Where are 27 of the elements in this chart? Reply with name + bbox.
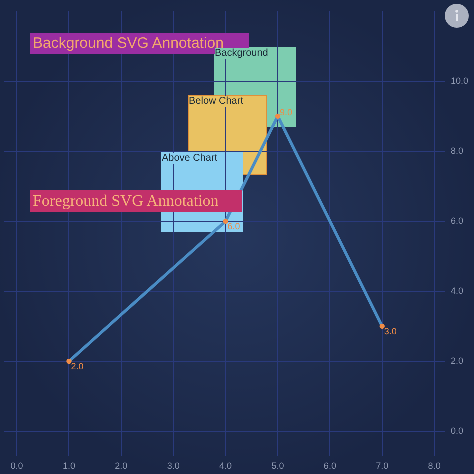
x-tick-label: 2.0 xyxy=(115,460,128,471)
data-label: 2.0 xyxy=(71,361,84,372)
y-tick-label: 8.0 xyxy=(451,146,464,156)
banner: Foreground SVG Annotation xyxy=(30,190,242,212)
x-tick-label: 3.0 xyxy=(167,460,180,471)
x-tick-label: 1.0 xyxy=(62,460,76,471)
x-tick-label: 6.0 xyxy=(324,460,336,471)
point xyxy=(380,324,385,330)
point xyxy=(223,218,228,224)
y-tick-label: 0.0 xyxy=(451,426,464,436)
x-tick-label: 8.0 xyxy=(428,460,441,471)
y-tick-label: 6.0 xyxy=(451,216,464,226)
x-tick-label: 4.0 xyxy=(220,460,232,471)
point xyxy=(66,358,72,364)
annotation: Foreground SVG Annotation xyxy=(33,192,219,210)
x-tick-label: 0.0 xyxy=(10,460,24,471)
y-tick-label: 2.0 xyxy=(451,356,464,366)
annotation: Above Chart xyxy=(162,153,218,164)
data-label: 3.0 xyxy=(384,326,397,336)
point xyxy=(275,114,281,120)
x-tick-label: 5.0 xyxy=(272,460,284,471)
data-label: 9.0 xyxy=(280,107,293,118)
x-tick-label: 7.0 xyxy=(376,460,389,471)
annotation: Below Chart xyxy=(189,96,244,107)
data-label: 6.0 xyxy=(228,221,240,232)
y-tick-label: 10.0 xyxy=(451,76,469,86)
y-tick-label: 4.0 xyxy=(451,286,464,296)
